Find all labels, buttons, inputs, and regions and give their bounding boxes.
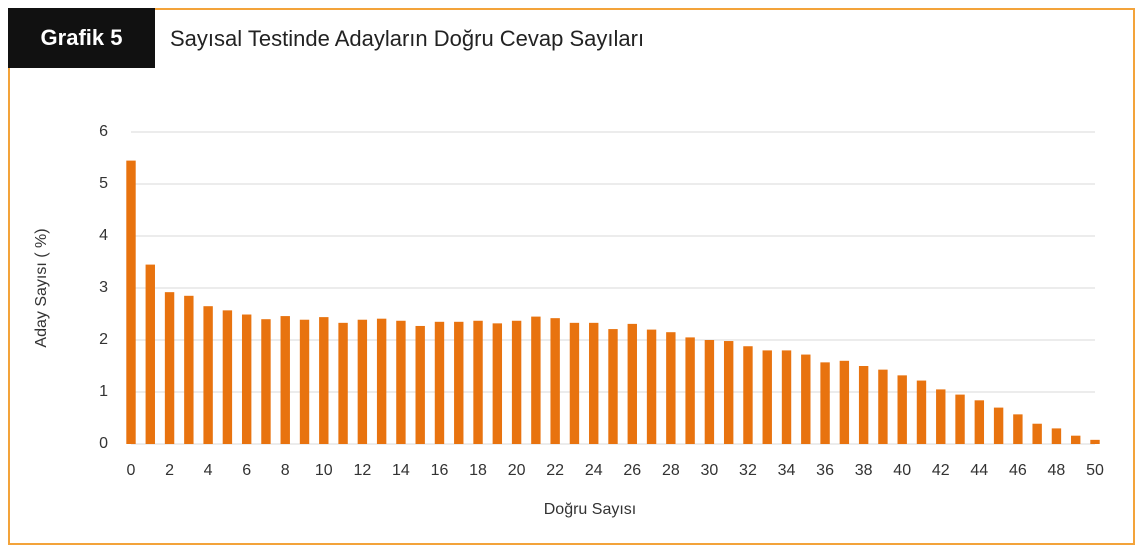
- bar: [608, 329, 618, 444]
- bar: [1090, 439, 1100, 444]
- bar: [299, 319, 310, 444]
- bar: [781, 350, 792, 444]
- bar: [338, 322, 348, 444]
- bar: [762, 350, 772, 444]
- figure-label: Grafik 5: [8, 8, 155, 68]
- bar: [955, 394, 965, 444]
- x-tick-label: 14: [392, 462, 410, 479]
- bar: [666, 332, 676, 444]
- x-tick-label: 34: [778, 462, 796, 479]
- frame: [8, 8, 1135, 545]
- bar: [1071, 435, 1081, 444]
- y-tick-label: 5: [99, 175, 108, 192]
- bar: [145, 264, 155, 444]
- bar: [184, 295, 194, 444]
- y-tick-label: 6: [99, 123, 108, 140]
- bar: [319, 317, 329, 444]
- x-tick-label: 40: [893, 462, 911, 479]
- bar: [550, 318, 560, 444]
- bar: [685, 337, 695, 444]
- bar: [280, 316, 290, 444]
- x-tick-label: 24: [585, 462, 603, 479]
- x-tick-label: 6: [242, 462, 251, 479]
- x-tick-label: 46: [1009, 462, 1027, 479]
- x-tick-label: 16: [431, 462, 449, 479]
- bar: [839, 360, 850, 444]
- bar: [627, 323, 637, 444]
- bar: [704, 340, 715, 444]
- bar: [434, 321, 445, 444]
- x-axis-label: Doğru Sayısı: [544, 501, 636, 518]
- bar: [415, 325, 425, 444]
- bar: [396, 320, 406, 444]
- x-tick-label: 0: [127, 462, 136, 479]
- bar: [222, 310, 233, 444]
- bar: [1032, 423, 1042, 444]
- bar: [974, 400, 985, 444]
- bar: [261, 319, 271, 444]
- bar: [164, 292, 175, 444]
- bar: [357, 319, 368, 444]
- x-tick-label: 10: [315, 462, 333, 479]
- bar: [916, 380, 927, 444]
- x-tick-label: 22: [546, 462, 564, 479]
- bar: [801, 354, 811, 444]
- bar: [993, 407, 1004, 444]
- bar: [723, 341, 734, 444]
- y-tick-label: 2: [99, 331, 108, 348]
- bar: [878, 369, 888, 444]
- y-tick-label: 1: [99, 383, 108, 400]
- bar: [492, 323, 503, 444]
- x-tick-label: 26: [623, 462, 641, 479]
- y-axis-label: Aday Sayısı ( %): [33, 228, 50, 347]
- x-tick-label: 44: [970, 462, 988, 479]
- y-tick-label: 4: [99, 227, 108, 244]
- bar: [511, 320, 522, 444]
- bar: [1051, 428, 1062, 444]
- x-tick-label: 28: [662, 462, 680, 479]
- x-tick-label: 20: [508, 462, 526, 479]
- bar: [743, 346, 753, 444]
- x-tick-label: 8: [281, 462, 290, 479]
- x-tick-label: 12: [353, 462, 371, 479]
- x-tick-label: 32: [739, 462, 757, 479]
- x-tick-label: 48: [1048, 462, 1066, 479]
- bar: [126, 160, 136, 444]
- x-tick-label: 42: [932, 462, 950, 479]
- x-tick-label: 38: [855, 462, 873, 479]
- x-tick-label: 36: [816, 462, 834, 479]
- x-tick-label: 4: [204, 462, 213, 479]
- bar: [473, 320, 483, 444]
- x-tick-label: 18: [469, 462, 487, 479]
- bar: [897, 375, 907, 444]
- bar: [1013, 414, 1023, 444]
- bar: [376, 318, 387, 444]
- x-tick-label: 50: [1086, 462, 1104, 479]
- chart-title: Sayısal Testinde Adayların Doğru Cevap S…: [170, 26, 645, 51]
- y-tick-label: 3: [99, 279, 108, 296]
- bar: [454, 321, 464, 444]
- bar: [569, 322, 580, 444]
- bar: [858, 366, 869, 444]
- y-tick-label: 0: [99, 435, 108, 452]
- bar: [203, 306, 213, 444]
- x-tick-label: 30: [701, 462, 719, 479]
- bar: [936, 389, 946, 444]
- bar: [820, 362, 830, 444]
- bar: [589, 322, 599, 444]
- bar: [646, 329, 657, 444]
- bar: [531, 316, 541, 444]
- bar: [241, 314, 252, 444]
- x-tick-label: 2: [165, 462, 174, 479]
